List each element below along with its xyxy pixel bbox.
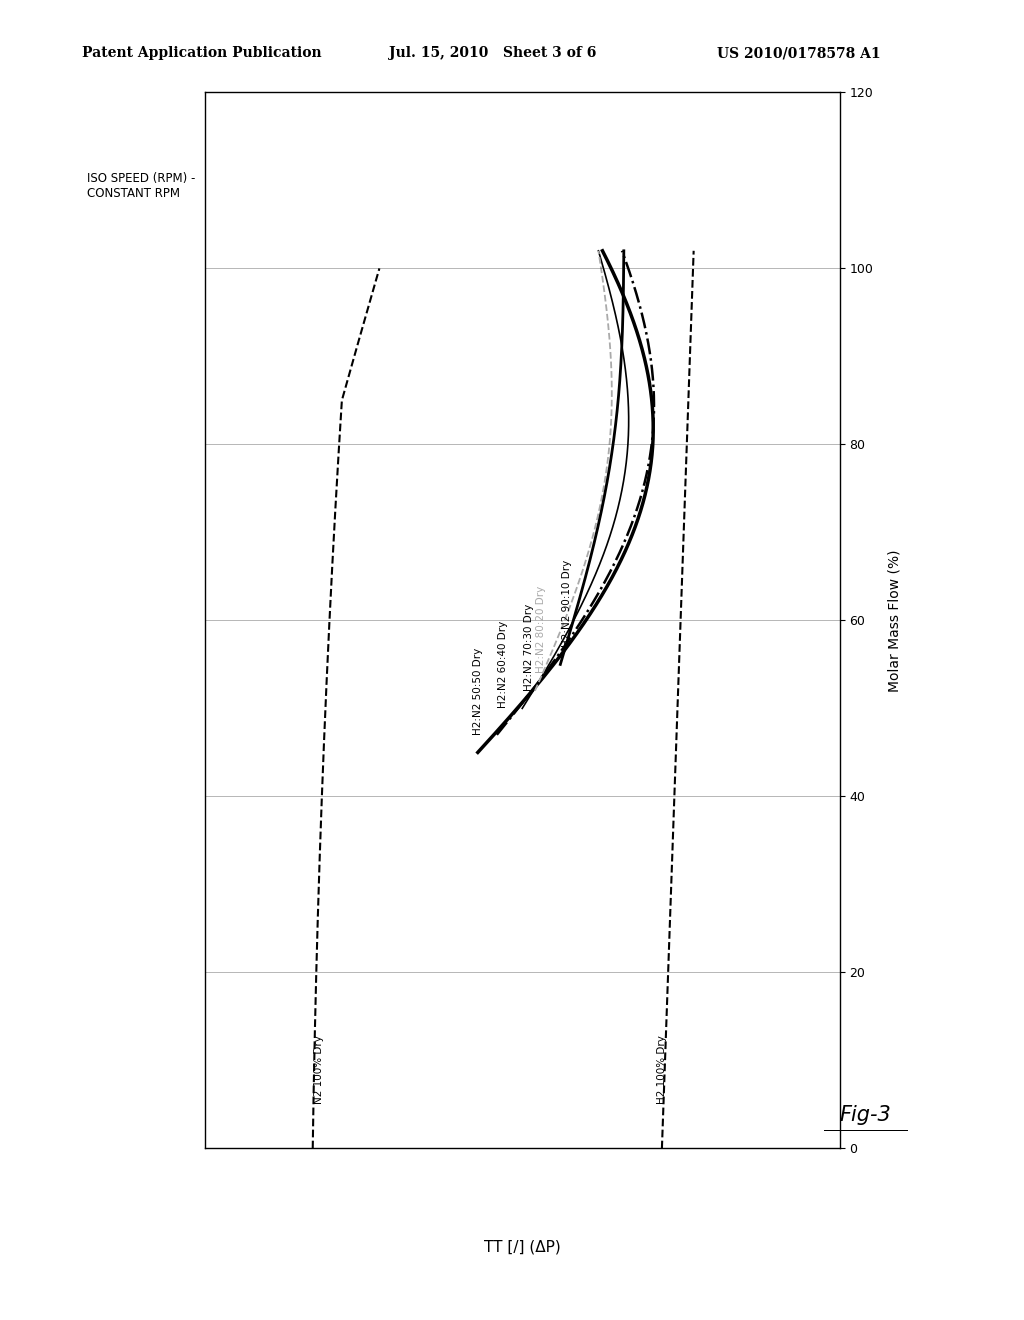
Text: H2:N2 70:30 Dry: H2:N2 70:30 Dry — [523, 603, 534, 690]
Text: H2:N2 50:50 Dry: H2:N2 50:50 Dry — [473, 648, 482, 735]
Text: N2 100% Dry: N2 100% Dry — [314, 1035, 324, 1105]
Text: H2:N2 90:10 Dry: H2:N2 90:10 Dry — [562, 560, 571, 647]
Text: H2 100% Dry: H2 100% Dry — [657, 1035, 667, 1105]
Text: H2:N2 60:40 Dry: H2:N2 60:40 Dry — [499, 622, 508, 709]
Text: ISO SPEED (RPM) -
CONSTANT RPM: ISO SPEED (RPM) - CONSTANT RPM — [87, 172, 196, 199]
Text: TT [/] (ΔP): TT [/] (ΔP) — [484, 1239, 560, 1255]
Text: H2:N2 80:20 Dry: H2:N2 80:20 Dry — [537, 586, 546, 673]
Text: Fig-3: Fig-3 — [840, 1105, 891, 1126]
Text: US 2010/0178578 A1: US 2010/0178578 A1 — [717, 46, 881, 61]
Text: Jul. 15, 2010   Sheet 3 of 6: Jul. 15, 2010 Sheet 3 of 6 — [389, 46, 597, 61]
Y-axis label: Molar Mass Flow (%): Molar Mass Flow (%) — [887, 549, 901, 692]
Text: Patent Application Publication: Patent Application Publication — [82, 46, 322, 61]
